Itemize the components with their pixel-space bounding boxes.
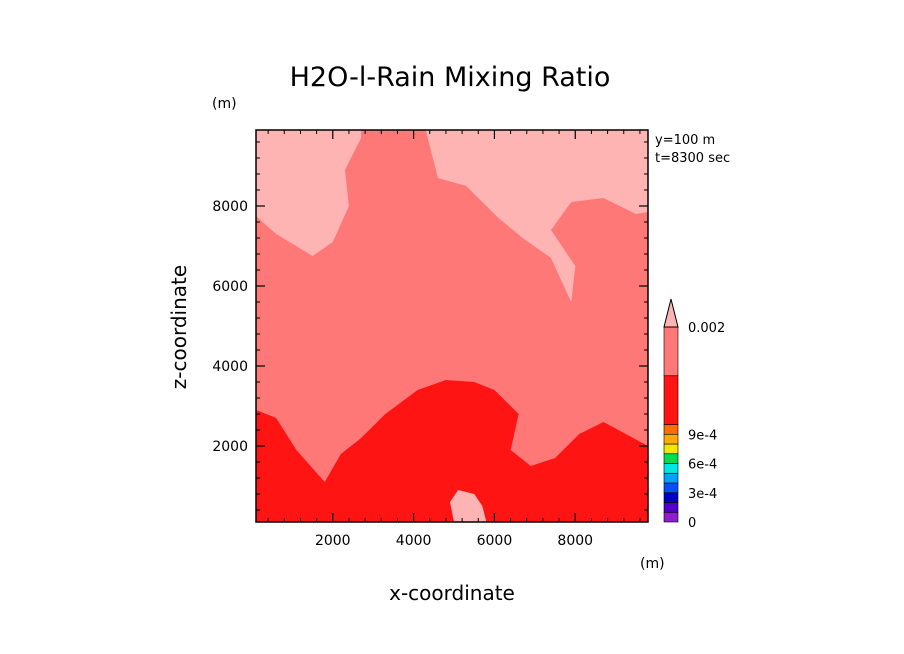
colorbar-segment-3 bbox=[663, 482, 679, 494]
colorbar: 0.002 9e-4 6e-4 3e-4 0 bbox=[663, 298, 725, 531]
y-tick-label: 6000 bbox=[212, 279, 248, 295]
colorbar-overflow-arrow bbox=[663, 298, 679, 328]
colorbar-label: 0 bbox=[688, 516, 696, 531]
x-tick-label: 2000 bbox=[315, 533, 351, 549]
x-tick-label: 4000 bbox=[396, 533, 432, 549]
contour-region-1 bbox=[425, 130, 648, 302]
axis-ticks: 2000 4000 6000 8000 2000 4000 6000 8000 bbox=[212, 130, 648, 549]
colorbar-segment-11 bbox=[663, 326, 679, 377]
colorbar-segment-10 bbox=[663, 375, 679, 425]
contour-region-3 bbox=[450, 490, 487, 522]
plot-frame bbox=[255, 129, 649, 523]
plot-area bbox=[256, 130, 648, 522]
x-tick-label: 8000 bbox=[557, 533, 593, 549]
colorbar-segment-9 bbox=[663, 424, 679, 435]
colorbar-segment-1 bbox=[663, 502, 679, 513]
y-tick-label: 2000 bbox=[212, 439, 248, 455]
colorbar-segment-0 bbox=[663, 511, 679, 523]
contour-regions bbox=[256, 130, 648, 522]
colorbar-label: 9e-4 bbox=[688, 428, 717, 443]
colorbar-label: 3e-4 bbox=[688, 487, 717, 502]
colorbar-segment-4 bbox=[663, 472, 679, 484]
y-unit-label: (m) bbox=[212, 96, 237, 112]
x-tick-label: 6000 bbox=[477, 533, 513, 549]
x-axis-label: x-coordinate bbox=[389, 581, 515, 605]
annotation-t: t=8300 sec bbox=[655, 151, 730, 166]
colorbar-segment-5 bbox=[663, 463, 679, 474]
colorbar-label: 0.002 bbox=[688, 321, 725, 336]
chart-title: H2O-l-Rain Mixing Ratio bbox=[290, 62, 611, 93]
colorbar-segment-8 bbox=[663, 433, 679, 445]
colorbar-segment-2 bbox=[663, 492, 679, 503]
contour-region-2 bbox=[256, 380, 648, 522]
colorbar-label: 6e-4 bbox=[688, 458, 717, 473]
y-axis-label: z-coordinate bbox=[167, 265, 191, 389]
colorbar-segment-6 bbox=[663, 453, 679, 464]
contour-region-0 bbox=[256, 130, 362, 256]
colorbar-segment-7 bbox=[663, 443, 679, 455]
y-tick-label: 8000 bbox=[212, 199, 248, 215]
x-unit-label: (m) bbox=[640, 556, 665, 572]
y-tick-label: 4000 bbox=[212, 359, 248, 375]
annotation-y: y=100 m bbox=[655, 133, 715, 148]
